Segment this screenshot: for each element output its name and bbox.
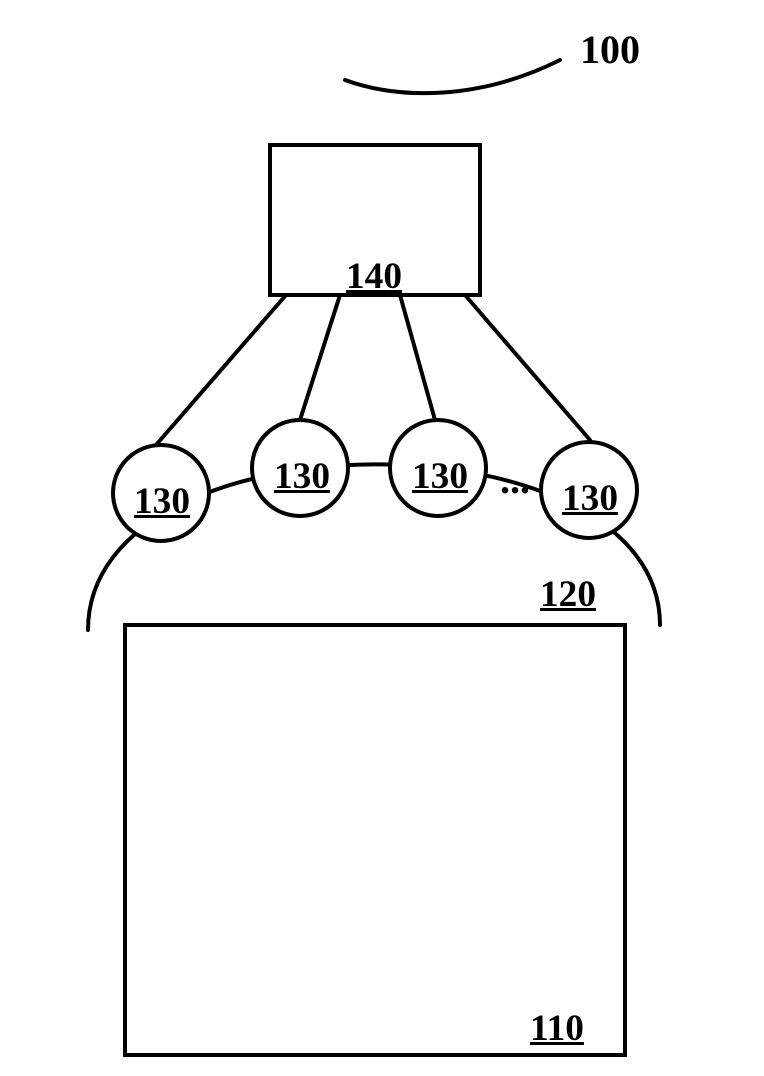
overall-leader-curve [345,60,560,93]
top-box-label: 140 [346,258,402,295]
circles-ellipsis: ... [500,460,530,500]
circle-1-label: 130 [134,483,190,520]
overall-reference-label: 100 [580,30,640,70]
bottom-box [125,625,625,1055]
diagram-svg [0,0,764,1076]
bottom-box-label: 110 [530,1010,584,1047]
connector-3 [400,295,435,420]
arc-region-label: 120 [540,576,596,613]
diagram-canvas: 100 140 130 130 130 130 ... 120 110 [0,0,764,1076]
circle-4-label: 130 [562,480,618,517]
circle-3-label: 130 [412,458,468,495]
connector-1 [156,295,286,445]
connector-4 [465,295,590,440]
circle-2-label: 130 [274,458,330,495]
connector-2 [300,295,340,420]
